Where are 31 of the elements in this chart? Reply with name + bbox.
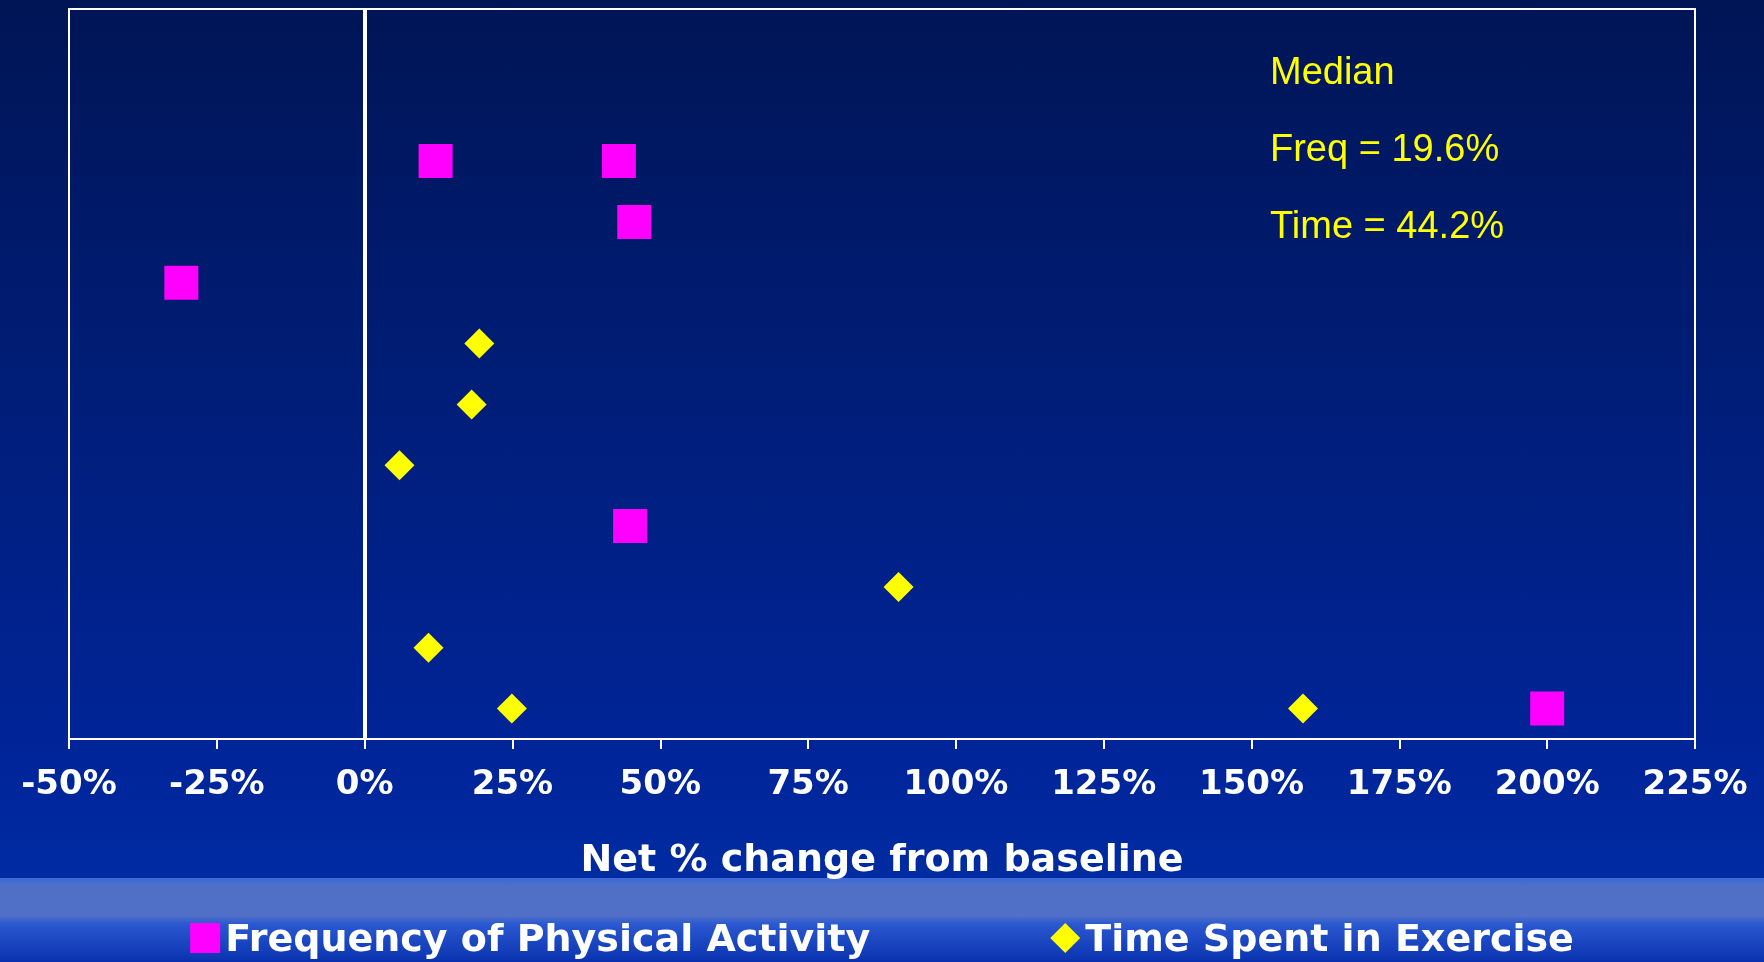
x-tick-label: 100% (903, 762, 1009, 802)
x-tick-label: -50% (21, 762, 117, 802)
legend-label: Time Spent in Exercise (1085, 916, 1574, 960)
x-tick-label: 0% (335, 762, 394, 802)
x-tick-label: 150% (1199, 762, 1305, 802)
point (413, 632, 444, 663)
point (601, 144, 636, 179)
point (1530, 691, 1565, 726)
x-tick-label: 25% (471, 762, 554, 802)
annotation: Median (1270, 50, 1395, 92)
point (883, 571, 914, 602)
x-tick-label: 175% (1346, 762, 1452, 802)
point (464, 328, 495, 359)
x-tick-label: 225% (1642, 762, 1748, 802)
x-tick-label: 50% (619, 762, 701, 802)
x-tick-label: 125% (1051, 762, 1157, 802)
legend-label: Frequency of Physical Activity (225, 916, 871, 960)
point (456, 389, 487, 420)
annotation: Freq = 19.6% (1270, 127, 1500, 169)
annotation: Time = 44.2% (1270, 204, 1505, 246)
point (384, 450, 415, 481)
x-axis-title: Net % change from baseline (580, 836, 1184, 880)
point (164, 265, 199, 300)
point (418, 144, 453, 179)
x-tick-label: 75% (767, 762, 849, 802)
x-tick-label: 200% (1494, 762, 1600, 802)
point (496, 693, 527, 724)
point (613, 509, 648, 544)
x-tick-label: -25% (169, 762, 265, 802)
point (1287, 693, 1318, 724)
point (617, 204, 652, 239)
